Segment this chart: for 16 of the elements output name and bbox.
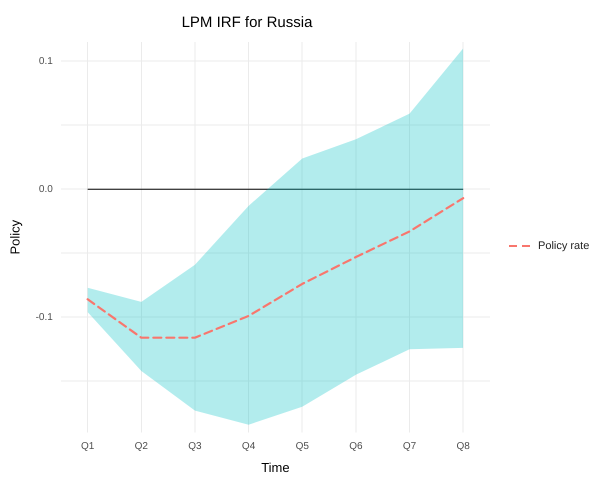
y-tick-label: -0.1 xyxy=(36,312,54,323)
y-tick-label: 0.1 xyxy=(38,56,54,67)
x-tick-label: Q5 xyxy=(296,441,310,452)
x-tick-label: Q2 xyxy=(134,441,148,452)
x-tick-label: Q4 xyxy=(242,441,256,452)
x-axis-title: Time xyxy=(261,460,290,475)
y-axis-title: Policy xyxy=(7,219,22,255)
x-tick-label: Q8 xyxy=(456,441,470,452)
chart-title: LPM IRF for Russia xyxy=(182,14,314,32)
line-series xyxy=(86,197,464,339)
legend-label: Policy rate xyxy=(538,240,590,252)
x-tick-label: Q6 xyxy=(349,441,363,452)
x-tick-label: Q7 xyxy=(402,441,417,452)
y-tick-label: 0.0 xyxy=(38,184,54,195)
x-tick-label: Q1 xyxy=(80,441,95,452)
x-tick-label: Q3 xyxy=(188,441,202,452)
